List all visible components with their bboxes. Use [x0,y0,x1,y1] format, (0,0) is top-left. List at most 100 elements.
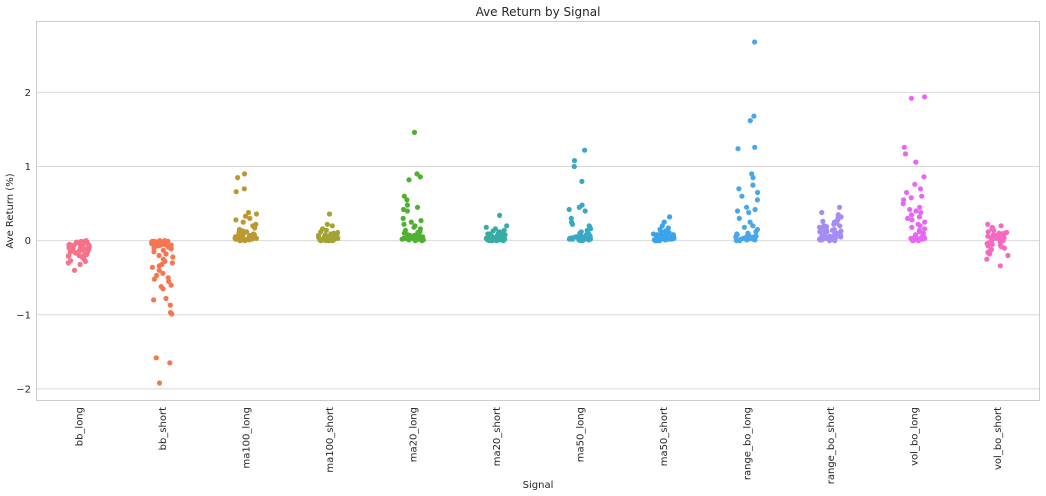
data-point [667,214,673,220]
data-point [160,256,166,262]
data-point [917,186,924,192]
data-point [584,236,591,242]
data-point [986,240,992,246]
data-point [752,39,758,45]
data-point [912,181,918,187]
data-point [233,236,239,242]
data-point [252,225,258,231]
data-point [324,221,330,227]
x-tick-label: ma50_short [659,407,670,466]
x-tick-label: ma100_short [325,407,336,473]
data-point [417,174,423,180]
data-point [734,208,741,214]
data-point [753,233,759,239]
data-point [504,223,510,229]
data-point [837,204,843,210]
x-tick-label: vol_bo_long [909,407,920,466]
data-point [908,195,914,201]
data-point [335,235,341,241]
data-point [987,251,993,257]
data-point [908,95,915,101]
plot-frame [36,21,1040,401]
data-point [329,238,336,244]
data-point [1001,245,1008,251]
data-point [153,355,159,361]
data-point [750,223,756,229]
data-point [406,236,412,242]
data-point [922,94,928,100]
data-point [752,144,758,150]
data-point [997,236,1003,242]
data-point [747,118,753,124]
data-point [750,175,756,181]
data-point [154,272,160,279]
data-point [750,182,756,188]
y-tick-label: 2 [25,88,31,99]
data-point [329,223,335,229]
data-point [922,219,928,225]
data-point [568,215,574,221]
data-point [66,252,72,259]
data-point [908,212,915,218]
data-point [329,233,335,239]
data-point [71,267,78,273]
data-point [751,113,757,119]
data-point [77,261,83,267]
data-point [163,295,169,302]
data-point [326,211,333,217]
x-tick-label: vol_bo_short [993,407,1004,470]
data-point [414,204,421,210]
data-point [744,204,750,210]
data-point [237,232,243,238]
data-point [170,254,176,260]
data-point [754,197,761,203]
x-tick-label: ma20_long [408,407,419,462]
data-point [917,204,923,210]
data-point [325,236,331,242]
data-point [816,224,823,230]
data-point [902,151,909,157]
data-point [915,238,922,244]
data-point [735,146,741,152]
data-point [156,380,163,386]
data-point [567,235,573,241]
data-point [253,235,259,241]
data-point [755,189,761,196]
x-tick-label: ma20_short [492,407,503,466]
data-point [412,235,418,241]
data-point [831,219,838,225]
data-point [404,208,410,214]
data-point [235,175,241,181]
data-point [483,224,489,230]
data-point [489,235,495,241]
data-point [819,209,825,216]
data-point [984,256,990,262]
data-point [496,236,503,242]
data-point [406,177,412,183]
y-tick-label: −1 [16,310,31,321]
data-point [993,235,999,241]
data-point [838,234,844,240]
data-point [916,214,923,220]
data-point [739,193,745,199]
data-point [233,189,239,195]
data-point [71,242,77,248]
data-point [400,215,406,221]
data-point [818,237,825,243]
data-point [160,270,166,276]
data-point [576,204,582,210]
data-point [985,221,991,227]
data-point [905,215,911,221]
x-axis-label: Signal [523,480,554,491]
data-point [736,186,742,192]
data-point [411,129,418,135]
data-point [909,224,915,230]
data-point [566,206,572,213]
data-point [149,264,155,270]
data-point [904,189,910,196]
data-point [582,147,588,153]
y-tick-label: 0 [25,236,31,247]
data-point [918,209,924,216]
data-point [991,227,997,233]
